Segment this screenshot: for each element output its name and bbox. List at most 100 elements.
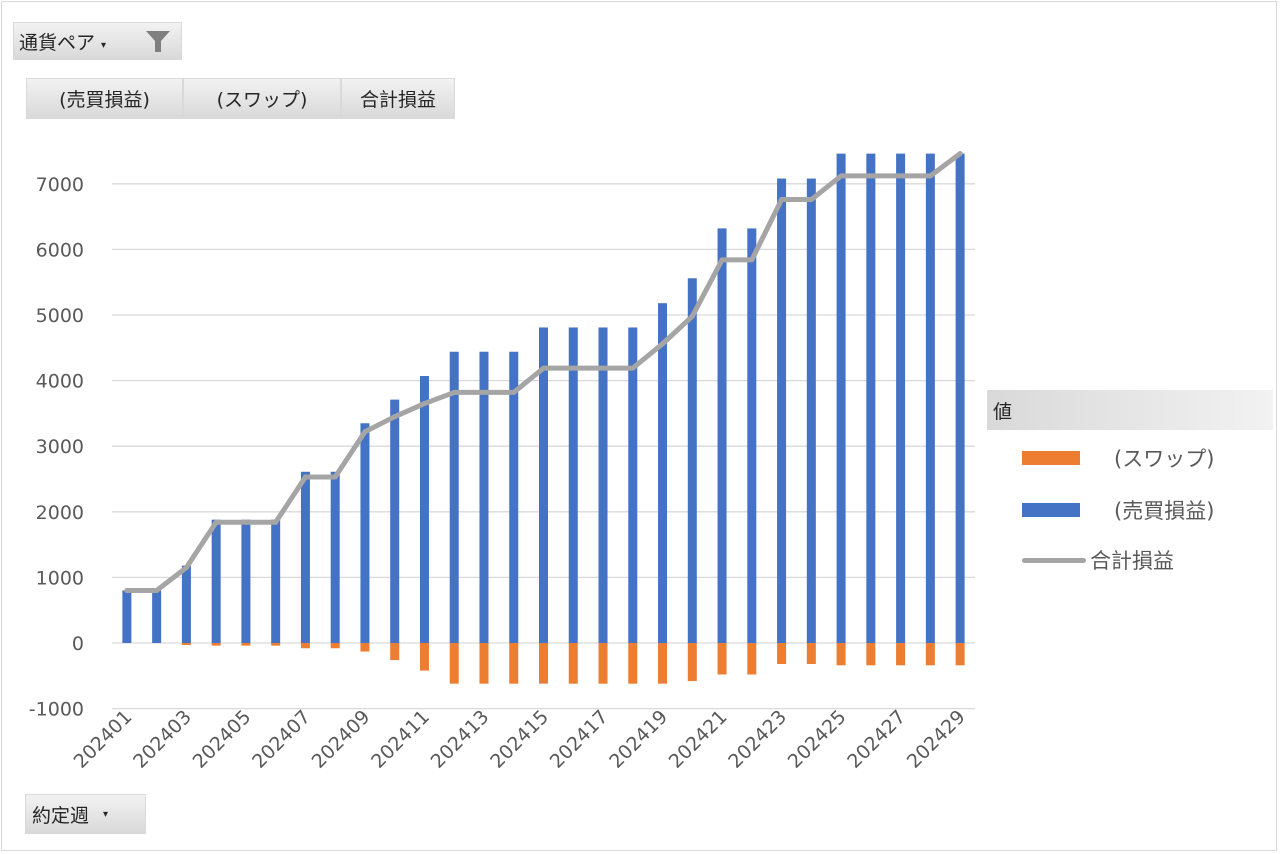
bar [866, 643, 876, 666]
bar [479, 351, 489, 643]
bar [628, 327, 638, 643]
line-point [392, 414, 398, 420]
line-point [481, 389, 487, 395]
bar [777, 178, 787, 643]
bar [360, 423, 370, 643]
y-tick-label: 0 [72, 633, 84, 655]
line-point [332, 474, 338, 480]
bar [925, 153, 935, 643]
line-point [838, 173, 844, 179]
line-point [154, 588, 160, 594]
bar [687, 643, 697, 682]
line-point [541, 365, 546, 371]
line-point [660, 341, 666, 347]
bar [806, 178, 816, 643]
dropdown-arrow-icon: ▾ [103, 808, 109, 820]
value-field-label: (売買損益) [59, 89, 150, 111]
bar [806, 643, 816, 664]
line-point [898, 173, 904, 179]
legend-item-trading-pl[interactable]: (売買損益) [1022, 495, 1214, 525]
bar [866, 153, 876, 643]
bar [539, 327, 548, 643]
bar [181, 643, 191, 645]
line-point [421, 401, 427, 407]
bar [955, 153, 965, 643]
bar [568, 643, 578, 684]
bar [717, 643, 727, 675]
bar [717, 228, 727, 643]
bar [658, 643, 668, 684]
bar [539, 643, 548, 684]
legend-line-swatch [1022, 557, 1086, 563]
bar [896, 643, 906, 666]
legend-swatch [1022, 503, 1080, 517]
bar [449, 351, 459, 643]
bar [598, 327, 608, 643]
x-tick-label: 202415 [486, 706, 553, 773]
line-point [689, 313, 695, 319]
legend-title-text: 値 [993, 400, 1013, 423]
currency-pair-filter-button[interactable]: 通貨ペア ▾ [13, 22, 182, 60]
line-point [451, 389, 457, 395]
legend-item-total-pl[interactable]: 合計損益 [1022, 545, 1174, 575]
bar [271, 519, 281, 643]
bar [509, 643, 519, 684]
value-field-button-trading-pl[interactable]: (売買損益) [26, 78, 183, 119]
bar [390, 399, 400, 643]
x-tick-label: 202417 [546, 706, 613, 773]
bar [836, 153, 846, 643]
line-point [273, 519, 279, 525]
bar [628, 643, 638, 684]
bar [390, 643, 400, 661]
bar [330, 643, 340, 649]
y-tick-label: 3000 [36, 436, 84, 458]
legend-item-swap[interactable]: (スワップ) [1022, 443, 1214, 473]
line-point [243, 519, 249, 525]
line-point [719, 257, 725, 263]
line-point [808, 197, 814, 203]
legend-label: (スワップ) [1114, 447, 1215, 471]
x-tick-label: 202403 [129, 706, 196, 773]
bar [419, 643, 429, 671]
bar [687, 278, 697, 643]
bar [122, 590, 132, 643]
trade-week-axis-button[interactable]: 約定週 ▾ [25, 794, 146, 834]
value-field-button-total-pl[interactable]: 合計損益 [341, 78, 455, 119]
bar [241, 643, 251, 646]
line-point [600, 365, 606, 371]
legend-title: 値 [987, 390, 1273, 430]
x-tick-label: 202423 [724, 706, 791, 773]
x-tick-label: 202427 [843, 706, 910, 773]
y-tick-label: 1000 [36, 567, 84, 589]
line-point [362, 429, 368, 435]
line-point [927, 173, 933, 179]
y-tick-label: 2000 [36, 502, 84, 524]
bar [747, 643, 757, 675]
bar [300, 471, 310, 643]
x-tick-label: 202425 [784, 706, 851, 773]
bar [300, 643, 310, 649]
bar [836, 643, 846, 666]
bar [241, 519, 251, 643]
value-field-button-swap[interactable]: (スワップ) [183, 78, 341, 119]
bar [955, 643, 965, 666]
x-tick-label: 202421 [665, 706, 732, 773]
line-point [779, 197, 785, 203]
bar [330, 471, 340, 643]
bar [360, 643, 370, 652]
x-tick-label: 202413 [427, 706, 494, 773]
bar [598, 643, 608, 684]
value-field-label: (スワップ) [216, 89, 308, 111]
line-point [213, 519, 219, 525]
y-tick-label: 4000 [36, 371, 84, 393]
x-tick-label: 202407 [248, 706, 315, 773]
line-point [749, 257, 755, 263]
bar [658, 303, 668, 643]
y-tick-label: 7000 [36, 174, 84, 196]
bar [419, 376, 429, 643]
line-point [570, 365, 576, 371]
bar [271, 643, 281, 646]
legend-label: (売買損益) [1114, 499, 1215, 523]
x-tick-label: 202419 [605, 706, 672, 773]
